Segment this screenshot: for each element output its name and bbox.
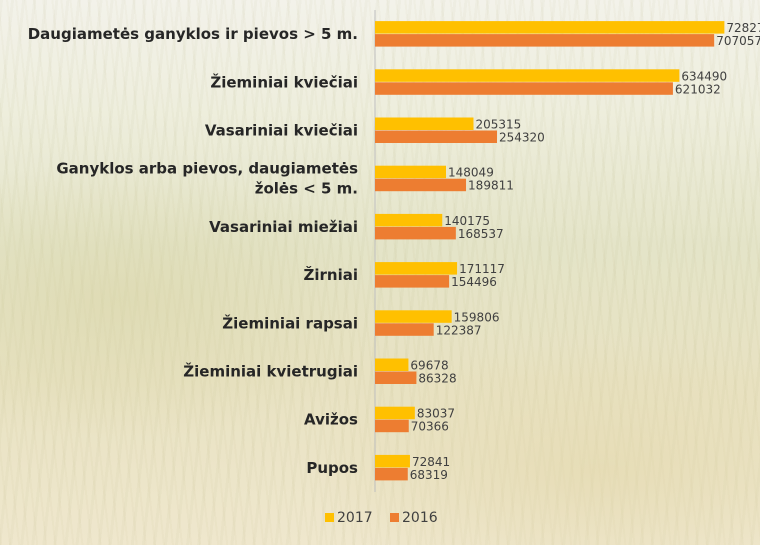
- data-label-2017: 205315: [475, 118, 521, 132]
- data-label-2016: 707057: [716, 34, 760, 48]
- bar-2017: [375, 165, 447, 179]
- bar-2017: [375, 358, 409, 371]
- bar-2017: [375, 406, 415, 420]
- category-label-line: žolės < 5 m.: [255, 180, 358, 198]
- bar-2017: [375, 454, 410, 468]
- category-label: Žieminiai kvietrugiai: [183, 362, 358, 381]
- category-label: Ganyklos arba pievos, daugiametės žolės <…: [56, 160, 358, 198]
- data-label-2016: 621032: [675, 82, 721, 96]
- legend-swatch-2016: [390, 513, 399, 522]
- category-label: Žirniai: [304, 265, 359, 284]
- bar-2017: [375, 21, 725, 34]
- category-label-line: Žieminiai rapsai: [222, 313, 358, 332]
- data-label-2016: 254320: [499, 131, 545, 145]
- data-label-2016: 122387: [436, 323, 482, 337]
- data-label-2017: 69678: [410, 359, 448, 373]
- category-label: Žieminiai rapsai: [222, 313, 358, 332]
- category-label-line: Avižos: [304, 411, 358, 429]
- category-label-line: Žieminiai kvietrugiai: [183, 362, 358, 381]
- category-label-line: Vasariniai kviečiai: [205, 122, 358, 140]
- data-label-2016: 70366: [411, 420, 449, 434]
- bar-2017: [375, 117, 474, 130]
- category-label: Vasariniai miežiai: [209, 218, 358, 236]
- category-label: Vasariniai kviečiai: [205, 122, 358, 140]
- data-label-2017: 83037: [417, 407, 455, 421]
- bar-2016: [375, 275, 450, 288]
- data-label-2016: 189811: [468, 179, 514, 193]
- bar-2016: [375, 323, 434, 336]
- data-label-2017: 148049: [448, 166, 494, 180]
- data-label-2017: 728279: [726, 21, 760, 35]
- bar-2017: [375, 213, 443, 227]
- bar-2016: [375, 371, 417, 384]
- category-label-line: Pupos: [306, 459, 358, 477]
- bar-2016: [375, 130, 498, 143]
- data-label-2017: 72841: [412, 455, 450, 469]
- category-label: Daugiametės ganyklos ir pievos > 5 m.: [28, 25, 358, 43]
- bar-2017: [375, 262, 458, 275]
- bar-2016: [375, 34, 715, 47]
- data-label-2016: 68319: [410, 468, 448, 482]
- data-label-2016: 154496: [451, 275, 497, 289]
- category-label-line: Vasariniai miežiai: [209, 218, 358, 236]
- bar-2016: [375, 82, 673, 95]
- data-label-2016: 86328: [418, 372, 456, 386]
- data-label-2017: 159806: [454, 310, 500, 324]
- category-label: Avižos: [304, 411, 358, 429]
- data-label-2016: 168537: [458, 227, 504, 241]
- bar-2016: [375, 467, 408, 481]
- bar-2017: [375, 310, 452, 323]
- bar-2017: [375, 69, 680, 82]
- data-label-2017: 171117: [459, 262, 505, 276]
- category-label-line: Ganyklos arba pievos, daugiametės: [56, 160, 358, 178]
- category-label-line: Žirniai: [304, 265, 359, 284]
- legend-label-2017: 2017: [337, 510, 373, 526]
- category-label: Žieminiai kviečiai: [210, 72, 358, 91]
- data-label-2017: 140175: [444, 214, 490, 228]
- category-label-line: Žieminiai kviečiai: [210, 72, 358, 91]
- bar-2016: [375, 178, 467, 192]
- bar-2016: [375, 226, 456, 240]
- category-label-line: Daugiametės ganyklos ir pievos > 5 m.: [28, 25, 358, 43]
- legend-swatch-2017: [325, 513, 334, 522]
- bar-2016: [375, 419, 409, 433]
- category-label: Pupos: [306, 459, 358, 477]
- legend-label-2016: 2016: [402, 510, 438, 526]
- data-label-2017: 634490: [681, 69, 727, 83]
